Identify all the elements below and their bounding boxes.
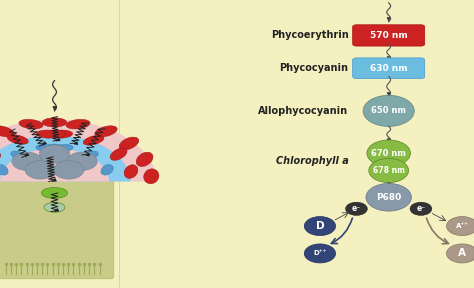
- Text: 670 nm: 670 nm: [371, 149, 406, 158]
- Circle shape: [367, 140, 410, 166]
- Circle shape: [346, 202, 367, 215]
- Circle shape: [363, 95, 414, 126]
- Circle shape: [369, 158, 409, 183]
- Ellipse shape: [36, 145, 54, 151]
- Ellipse shape: [101, 164, 113, 175]
- Circle shape: [304, 244, 336, 263]
- Ellipse shape: [7, 135, 28, 144]
- Text: e⁻: e⁻: [352, 204, 361, 213]
- Ellipse shape: [46, 144, 64, 151]
- Wedge shape: [0, 148, 109, 181]
- Circle shape: [12, 152, 42, 170]
- Text: Phycocyanin: Phycocyanin: [279, 63, 348, 73]
- Circle shape: [25, 161, 55, 179]
- Ellipse shape: [42, 118, 67, 127]
- Ellipse shape: [0, 126, 14, 137]
- Text: P680: P680: [376, 193, 401, 202]
- Ellipse shape: [19, 119, 43, 129]
- Ellipse shape: [144, 169, 159, 184]
- Ellipse shape: [136, 152, 153, 166]
- Ellipse shape: [0, 164, 8, 175]
- Ellipse shape: [44, 202, 65, 212]
- Circle shape: [447, 217, 474, 236]
- Text: e⁻: e⁻: [416, 204, 426, 213]
- Ellipse shape: [55, 145, 73, 151]
- FancyBboxPatch shape: [0, 170, 114, 279]
- Circle shape: [67, 152, 97, 170]
- Text: Allophycocyanin: Allophycocyanin: [258, 106, 348, 116]
- Ellipse shape: [119, 137, 139, 150]
- Circle shape: [410, 202, 432, 215]
- Ellipse shape: [82, 151, 98, 160]
- Ellipse shape: [66, 119, 90, 129]
- Ellipse shape: [83, 135, 104, 145]
- Ellipse shape: [50, 130, 73, 138]
- Wedge shape: [0, 120, 156, 181]
- Ellipse shape: [95, 126, 117, 137]
- Ellipse shape: [43, 130, 66, 138]
- Text: D⁺⁺: D⁺⁺: [313, 251, 327, 256]
- Ellipse shape: [124, 165, 138, 178]
- Text: D: D: [316, 221, 324, 231]
- Wedge shape: [0, 135, 130, 181]
- Ellipse shape: [36, 130, 59, 138]
- Text: Phycoerythrin: Phycoerythrin: [271, 31, 348, 40]
- Text: 630 nm: 630 nm: [370, 64, 408, 73]
- Text: 650 nm: 650 nm: [371, 106, 406, 115]
- FancyBboxPatch shape: [353, 58, 425, 79]
- Text: 570 nm: 570 nm: [370, 31, 408, 40]
- Circle shape: [54, 161, 84, 179]
- Circle shape: [447, 244, 474, 263]
- FancyBboxPatch shape: [353, 25, 425, 46]
- Ellipse shape: [110, 148, 127, 160]
- Circle shape: [304, 217, 336, 236]
- Text: A⁺⁺: A⁺⁺: [456, 223, 469, 229]
- Ellipse shape: [42, 187, 68, 198]
- Circle shape: [39, 145, 70, 163]
- Circle shape: [366, 183, 411, 211]
- Text: 678 nm: 678 nm: [373, 166, 405, 175]
- Text: Chlorophyll a: Chlorophyll a: [275, 156, 348, 166]
- Text: A: A: [458, 249, 466, 258]
- Ellipse shape: [11, 151, 27, 160]
